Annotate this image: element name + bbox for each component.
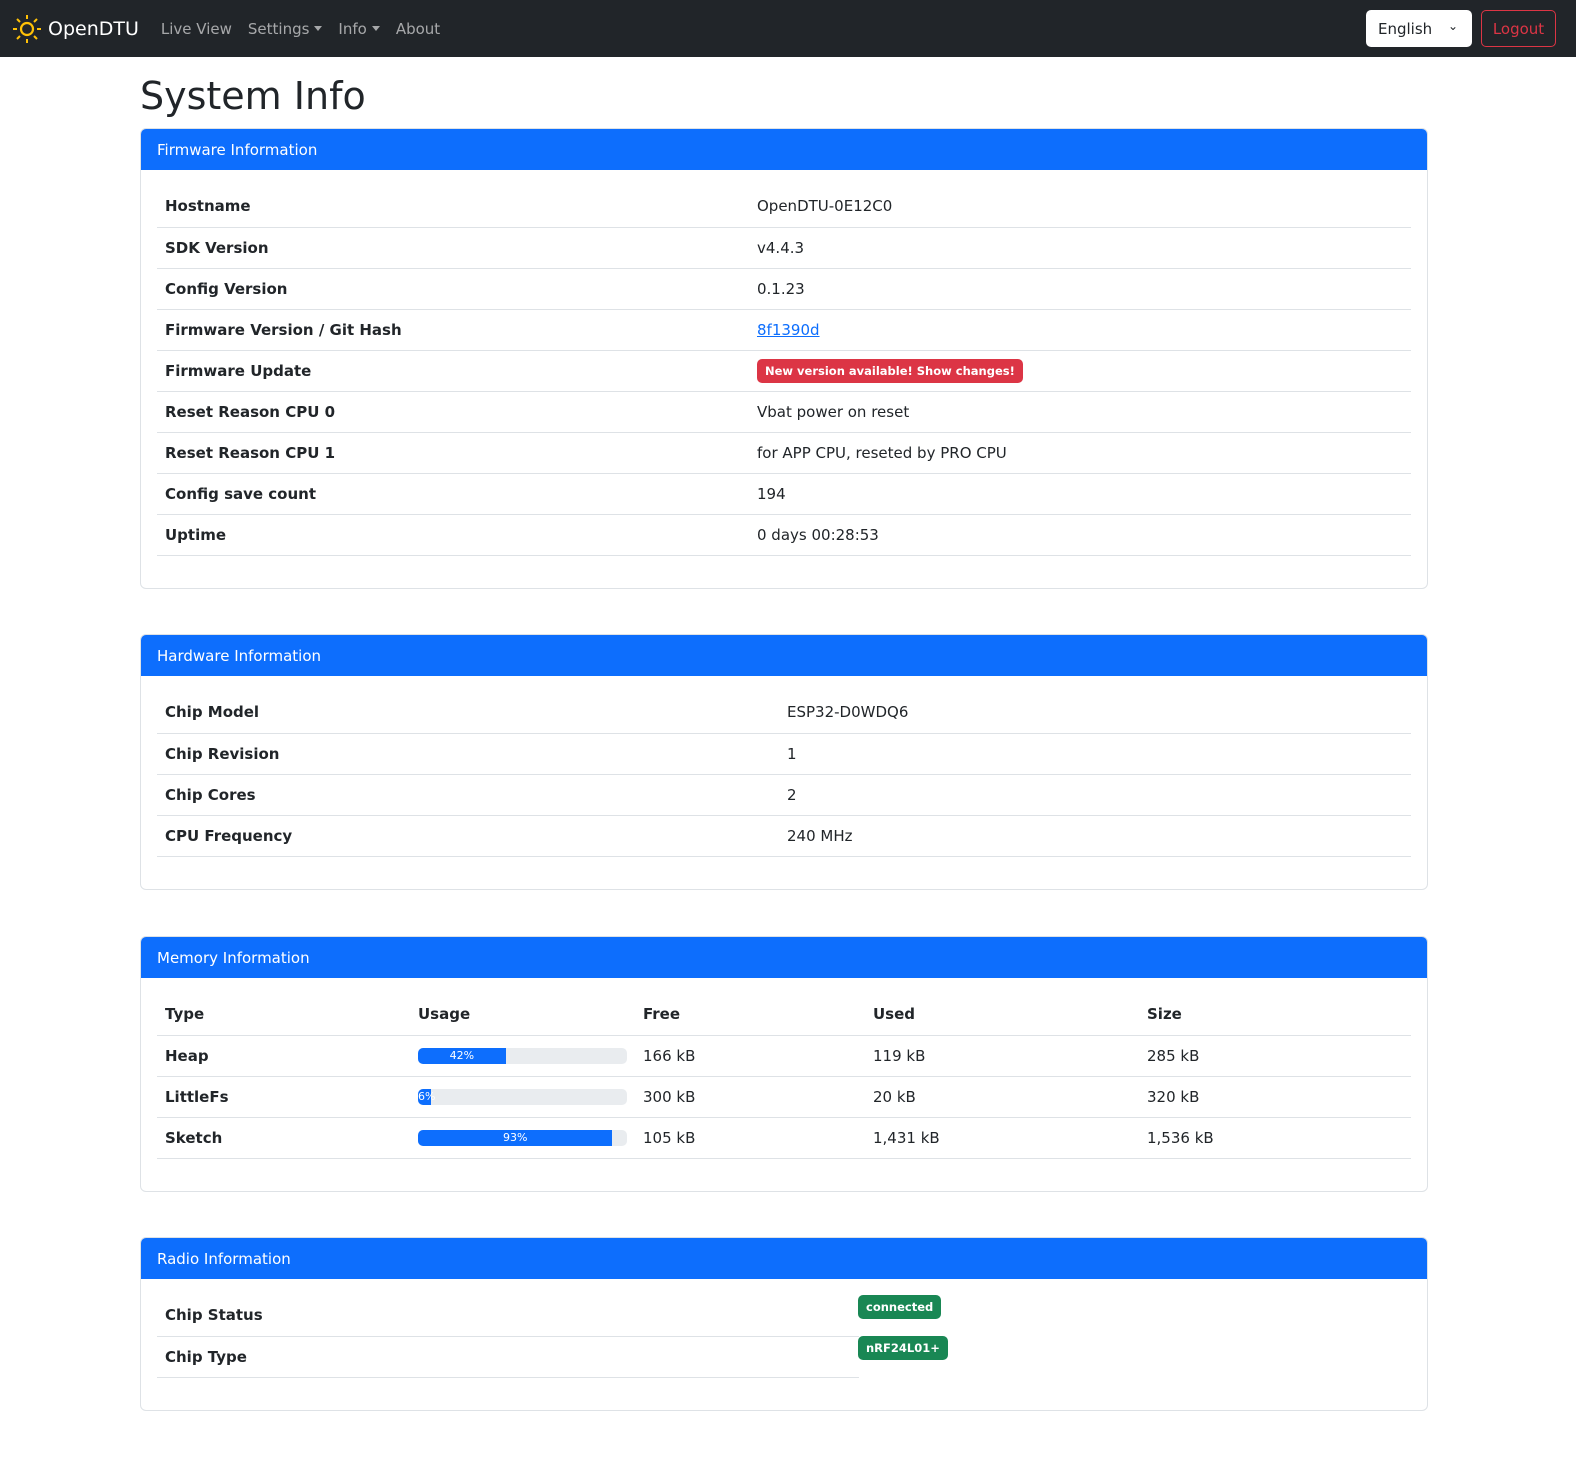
card-header: Hardware Information [141, 635, 1427, 676]
table-row: CPU Frequency 240 MHz [157, 815, 1411, 857]
row-label: Chip Revision [157, 733, 779, 775]
row-label: Chip Cores [157, 774, 779, 816]
radio-table: Chip Status Chip Type [157, 1295, 859, 1378]
usage-bar: 6% [418, 1088, 436, 1105]
row-value: 194 [749, 473, 1411, 515]
row-label: Chip Type [157, 1336, 859, 1378]
free-value: 300 kB [635, 1076, 865, 1118]
chip-status-badge: connected [858, 1295, 942, 1319]
usage-progress: 42% [418, 1047, 627, 1064]
hardware-card: Hardware Information Chip Model ESP32-D0W… [140, 634, 1428, 890]
firmware-table: Hostname OpenDTU-0E12C0 SDK Version v4.4.3… [157, 186, 1411, 556]
table-row: Chip Model ESP32-D0WDQ6 [157, 692, 1411, 734]
memory-type: Sketch [157, 1117, 410, 1159]
usage-progress: 93% [418, 1129, 627, 1146]
free-value: 166 kB [635, 1035, 865, 1077]
size-value: 285 kB [1139, 1035, 1411, 1077]
sun-icon [13, 14, 41, 43]
table-row: Config save count 194 [157, 473, 1411, 515]
usage-bar: 93% [418, 1129, 613, 1146]
row-value: 0 days 00:28:53 [749, 514, 1411, 556]
row-label: Chip Model [157, 692, 779, 734]
chevron-down-icon: ⌄ [1447, 19, 1458, 33]
table-row: Firmware Version / Git Hash 8f1390d [157, 309, 1411, 351]
chip-type-badge: nRF24L01+ [858, 1336, 948, 1360]
firmware-card: Firmware Information Hostname OpenDTU-0E1… [140, 128, 1428, 589]
column-header: Size [1139, 994, 1411, 1036]
row-label: Firmware Update [157, 350, 749, 392]
row-label: Uptime [157, 514, 749, 556]
memory-card: Memory Information Type Usage Free Used Size… [140, 936, 1428, 1192]
header-row: Type Usage Free Used Size [157, 994, 1411, 1036]
table-row: SDK Version v4.4.3 [157, 227, 1411, 269]
row-value: 1 [779, 733, 1411, 775]
row-label: Firmware Version / Git Hash [157, 309, 749, 351]
column-header: Free [635, 994, 865, 1036]
column-header: Used [865, 994, 1139, 1036]
table-row: Chip Revision 1 [157, 733, 1411, 775]
row-value: 240 MHz [779, 815, 1411, 857]
card-header: Memory Information [141, 937, 1427, 978]
row-label: Config save count [157, 473, 749, 515]
git-hash-link[interactable]: 8f1390d [757, 320, 820, 339]
row-label: SDK Version [157, 227, 749, 269]
update-badge-link[interactable]: New version available! Show changes! [757, 358, 1023, 383]
row-label: Hostname [157, 186, 749, 228]
logout-button[interactable]: Logout [1481, 10, 1556, 47]
nav-about[interactable]: About [395, 19, 441, 38]
table-row: Reset Reason CPU 0 Vbat power on reset [157, 391, 1411, 433]
table-row: Chip Cores 2 [157, 774, 1411, 816]
nav-info-dropdown[interactable]: Info [338, 20, 379, 38]
table-row: Sketch 93% 105 kB 1,431 kB 1,536 kB [157, 1117, 1411, 1159]
table-row: Firmware Update New version available! Sh… [157, 350, 1411, 392]
row-value: v4.4.3 [749, 227, 1411, 269]
free-value: 105 kB [635, 1117, 865, 1159]
column-header: Type [157, 994, 410, 1036]
row-label: Config Version [157, 268, 749, 310]
table-row: Heap 42% 166 kB 119 kB 285 kB [157, 1035, 1411, 1077]
used-value: 119 kB [865, 1035, 1139, 1077]
row-label: Reset Reason CPU 0 [157, 391, 749, 433]
row-value: ESP32-D0WDQ6 [779, 692, 1411, 734]
memory-type: LittleFs [157, 1076, 410, 1118]
brand-link[interactable]: OpenDTU [12, 14, 139, 44]
row-value: Vbat power on reset [749, 391, 1411, 433]
row-label: Reset Reason CPU 1 [157, 432, 749, 474]
nav-settings-dropdown[interactable]: Settings [248, 20, 323, 38]
usage-progress: 6% [418, 1088, 627, 1105]
table-row: Config Version 0.1.23 [157, 268, 1411, 310]
radio-card: Radio Information Chip Status Chip Type … [140, 1237, 1428, 1411]
table-row: Chip Type [157, 1336, 859, 1378]
card-header: Firmware Information [141, 129, 1427, 170]
language-select[interactable]: English ⌄ [1366, 10, 1472, 47]
nav-live-view[interactable]: Live View [160, 19, 232, 38]
used-value: 20 kB [865, 1076, 1139, 1118]
column-header: Usage [410, 994, 635, 1036]
table-row: Hostname OpenDTU-0E12C0 [157, 186, 1411, 228]
row-value: for APP CPU, reseted by PRO CPU [749, 432, 1411, 474]
row-value: 2 [779, 774, 1411, 816]
size-value: 1,536 kB [1139, 1117, 1411, 1159]
used-value: 1,431 kB [865, 1117, 1139, 1159]
memory-type: Heap [157, 1035, 410, 1077]
language-value: English [1378, 19, 1433, 38]
size-value: 320 kB [1139, 1076, 1411, 1118]
table-row: LittleFs 6% 300 kB 20 kB 320 kB [157, 1076, 1411, 1118]
table-row: Uptime 0 days 00:28:53 [157, 514, 1411, 556]
page-title: System Info [140, 74, 366, 118]
usage-bar: 42% [418, 1047, 506, 1064]
row-value: OpenDTU-0E12C0 [749, 186, 1411, 228]
row-label: Chip Status [157, 1295, 859, 1337]
memory-table: Type Usage Free Used Size Heap 42% 166 kB 119 k… [157, 994, 1411, 1159]
card-header: Radio Information [141, 1238, 1427, 1279]
row-value: 0.1.23 [749, 268, 1411, 310]
table-row: Reset Reason CPU 1 for APP CPU, reseted b… [157, 432, 1411, 474]
row-label: CPU Frequency [157, 815, 779, 857]
table-row: Chip Status [157, 1295, 859, 1337]
brand-name: OpenDTU [48, 17, 139, 40]
hardware-table: Chip Model ESP32-D0WDQ6 Chip Revision 1 Ch… [157, 692, 1411, 857]
navbar: OpenDTU Live View Settings Info About En… [0, 0, 1576, 57]
